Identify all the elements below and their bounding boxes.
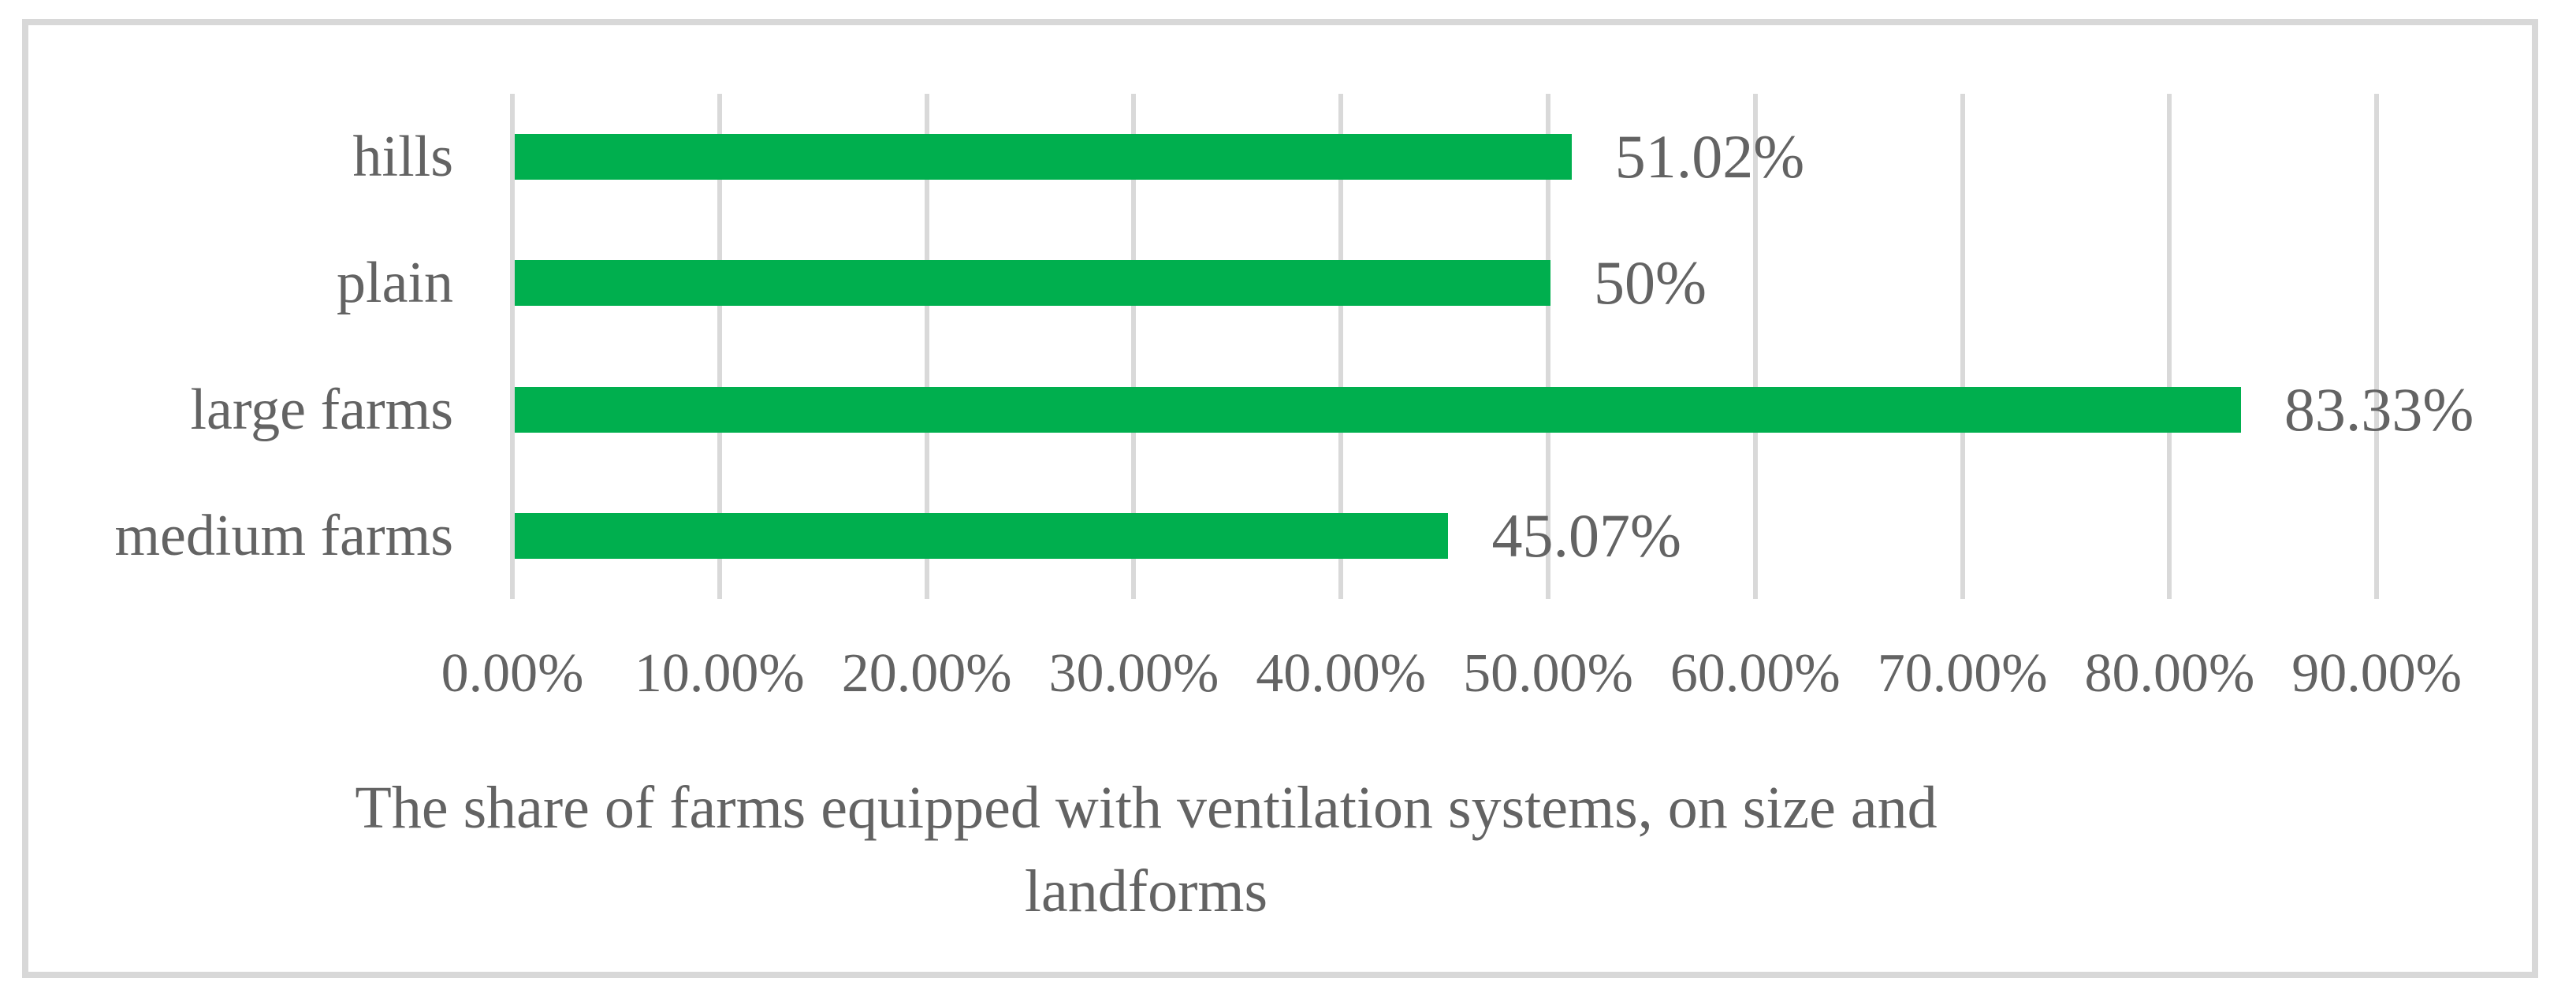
x-axis-tick-label: 70.00%	[1877, 643, 2048, 704]
gridline	[1752, 94, 1758, 599]
data-label: 51.02%	[1614, 122, 1805, 192]
gridline	[924, 94, 929, 599]
x-axis-tick-label: 20.00%	[841, 643, 1012, 704]
x-axis-tick-label: 0.00%	[441, 643, 584, 704]
gridline	[2374, 94, 2380, 599]
x-axis-tick-label: 50.00%	[1463, 643, 1633, 704]
bar-large-farms	[515, 386, 2241, 433]
data-label: 45.07%	[1491, 500, 1681, 570]
gridline	[510, 94, 515, 599]
x-axis-tick-label: 30.00%	[1048, 643, 1219, 704]
category-label: large farms	[190, 377, 453, 442]
x-axis-tick-label: 80.00%	[2084, 643, 2255, 704]
category-label: plain	[337, 251, 453, 316]
category-label: hills	[352, 125, 453, 190]
gridline	[1960, 94, 1965, 599]
bar-medium-farms	[515, 512, 1449, 559]
data-label: 50%	[1594, 248, 1707, 318]
gridline	[1131, 94, 1137, 599]
gridline	[1338, 94, 1344, 599]
chart-title-line: The share of farms equipped with ventila…	[355, 775, 1938, 841]
x-axis-tick-label: 90.00%	[2291, 643, 2462, 704]
bar-hills	[515, 134, 1572, 180]
category-label: medium farms	[114, 503, 453, 568]
x-axis-tick-label: 40.00%	[1256, 643, 1427, 704]
gridline	[1546, 94, 1550, 599]
chart-title-line: landforms	[1024, 858, 1268, 924]
x-axis-tick-label: 60.00%	[1670, 643, 1841, 704]
x-axis-tick-label: 10.00%	[634, 643, 805, 704]
gridline	[717, 94, 722, 599]
bar-plain	[515, 260, 1550, 307]
data-label: 83.33%	[2284, 374, 2474, 444]
gridline	[2167, 94, 2172, 599]
chart-title: The share of farms equipped with ventila…	[200, 766, 2092, 933]
